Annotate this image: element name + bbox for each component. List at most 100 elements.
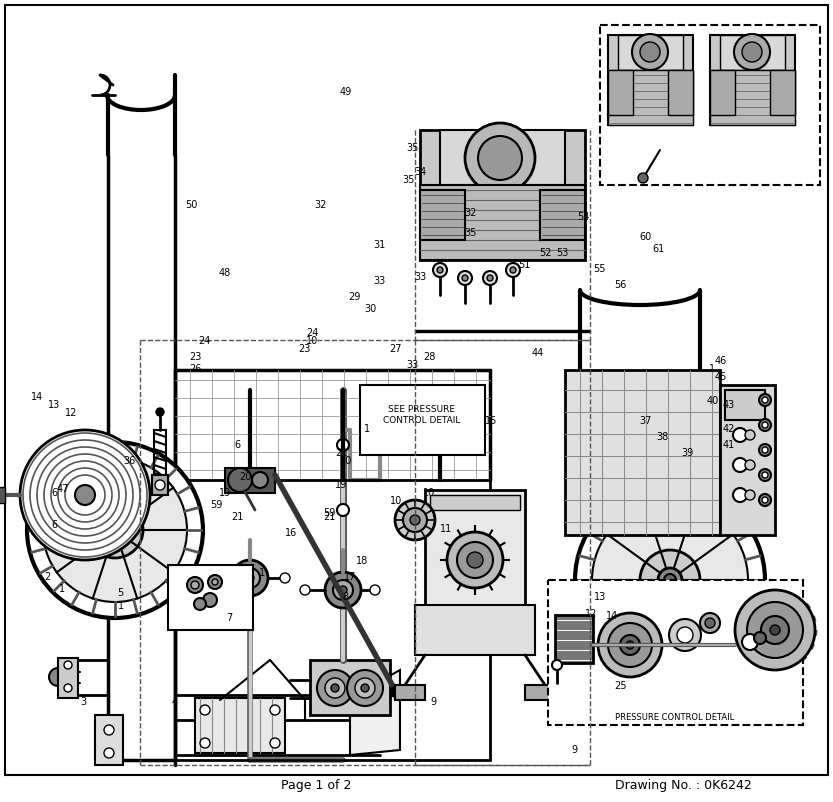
Circle shape [705, 618, 715, 628]
Text: 16: 16 [286, 529, 297, 538]
Text: 6: 6 [234, 440, 241, 450]
Circle shape [64, 661, 72, 669]
Bar [420, 185, 585, 260]
Circle shape [64, 684, 72, 692]
Circle shape [300, 585, 310, 595]
Bar [425, 490, 525, 610]
Text: 20: 20 [240, 472, 252, 482]
Text: Page 1 of 2: Page 1 of 2 [282, 779, 352, 792]
Text: 12: 12 [586, 609, 597, 618]
Text: 59: 59 [211, 500, 222, 510]
Circle shape [735, 590, 815, 670]
Text: 35: 35 [465, 228, 476, 237]
Circle shape [331, 684, 339, 692]
Text: 21: 21 [323, 512, 335, 522]
Text: 6: 6 [51, 520, 57, 530]
Circle shape [317, 670, 353, 706]
Text: 49: 49 [340, 87, 352, 97]
Text: 59: 59 [323, 508, 335, 518]
Text: 18: 18 [357, 557, 368, 566]
Circle shape [208, 575, 222, 589]
Text: 26: 26 [190, 364, 202, 374]
Polygon shape [350, 670, 400, 755]
Text: SEE PRESSURE
CONTROL DETAIL: SEE PRESSURE CONTROL DETAIL [383, 405, 461, 425]
Circle shape [246, 574, 254, 582]
Text: 1: 1 [59, 585, 66, 594]
Circle shape [325, 678, 345, 698]
Bar [420, 130, 585, 260]
Text: 38: 38 [656, 432, 668, 442]
Text: 45: 45 [715, 372, 726, 382]
Circle shape [228, 468, 252, 492]
Circle shape [109, 524, 121, 536]
Text: 10: 10 [307, 336, 318, 346]
Circle shape [240, 568, 260, 588]
Circle shape [575, 485, 765, 675]
Circle shape [762, 422, 768, 428]
Circle shape [270, 738, 280, 748]
Circle shape [700, 613, 720, 633]
Circle shape [770, 625, 780, 635]
Text: 56: 56 [615, 280, 626, 290]
Circle shape [403, 508, 427, 532]
Circle shape [552, 660, 562, 670]
Circle shape [379, 689, 391, 701]
Text: 31: 31 [373, 240, 385, 249]
Circle shape [191, 581, 199, 589]
Text: 20: 20 [340, 456, 352, 466]
Text: 40: 40 [706, 396, 718, 406]
Bar [608, 70, 693, 125]
Text: 46: 46 [715, 356, 726, 366]
Text: 23: 23 [298, 344, 310, 354]
Text: 9: 9 [571, 745, 578, 755]
Circle shape [203, 593, 217, 607]
Circle shape [410, 515, 420, 525]
Bar [540, 190, 585, 240]
Circle shape [592, 502, 748, 658]
Bar [720, 385, 775, 535]
Bar [58, 658, 78, 698]
Circle shape [762, 472, 768, 478]
Circle shape [458, 271, 472, 285]
Bar [720, 35, 785, 70]
Bar [440, 130, 565, 185]
Circle shape [759, 469, 771, 481]
Bar [555, 615, 593, 663]
Circle shape [733, 458, 747, 472]
Bar [618, 35, 683, 70]
Circle shape [337, 504, 349, 516]
Text: 51: 51 [519, 260, 531, 269]
Circle shape [252, 472, 268, 488]
Circle shape [478, 136, 522, 180]
Circle shape [105, 520, 125, 540]
Text: 33: 33 [415, 272, 426, 282]
Bar [415, 605, 535, 655]
Text: 1: 1 [363, 424, 370, 434]
Text: 10: 10 [423, 488, 435, 498]
Circle shape [759, 494, 771, 506]
Text: 14: 14 [606, 611, 618, 621]
Bar [668, 70, 693, 115]
Circle shape [745, 400, 755, 410]
Circle shape [280, 573, 290, 583]
Bar [710, 35, 795, 125]
Circle shape [762, 397, 768, 403]
Text: 14: 14 [32, 392, 43, 402]
Circle shape [747, 602, 803, 658]
Text: 11: 11 [440, 525, 451, 534]
Circle shape [640, 550, 700, 610]
Text: 47: 47 [57, 484, 68, 494]
Text: 15: 15 [486, 416, 497, 426]
Text: 12: 12 [65, 408, 77, 418]
Circle shape [361, 684, 369, 692]
Text: 6: 6 [51, 488, 57, 498]
Circle shape [626, 641, 634, 649]
Circle shape [447, 532, 503, 588]
Circle shape [677, 627, 693, 643]
Circle shape [462, 275, 468, 281]
Circle shape [759, 419, 771, 431]
Circle shape [212, 579, 218, 585]
Bar [395, 685, 425, 700]
Circle shape [759, 444, 771, 456]
Circle shape [27, 442, 203, 618]
